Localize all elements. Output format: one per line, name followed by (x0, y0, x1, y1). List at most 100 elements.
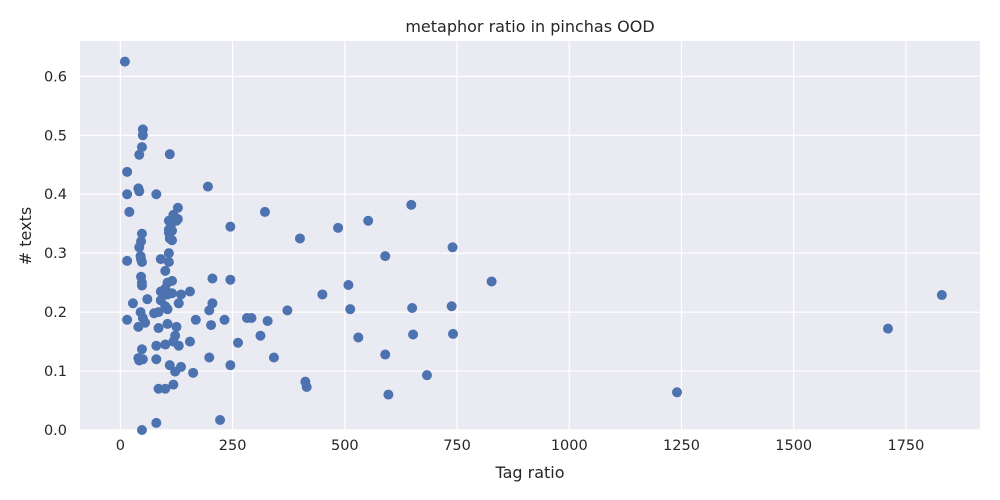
tick-labels: 0 250 500 750 1000 1250 1500 1750 0.0 0.1 0.2 0.3 0.… (44, 69, 924, 454)
data-points (119, 56, 947, 435)
y-tick-label: 0.5 (44, 128, 67, 144)
scatter-point (383, 389, 394, 400)
scatter-point (184, 286, 195, 297)
y-tick-label: 0.1 (44, 364, 67, 380)
scatter-point (206, 320, 217, 331)
scatter-point (672, 387, 683, 398)
y-axis-label: # texts (16, 207, 35, 265)
scatter-point (136, 425, 147, 435)
scatter-point (262, 315, 273, 326)
scatter-point (119, 56, 130, 67)
scatter-point (122, 255, 133, 266)
y-tick-label: 0.3 (44, 246, 67, 262)
scatter-point (268, 352, 279, 363)
scatter-point (353, 332, 364, 343)
scatter-point (255, 330, 266, 341)
x-tick-label: 500 (331, 438, 359, 454)
scatter-point (225, 274, 236, 285)
scatter-point (882, 323, 893, 334)
scatter-point (259, 206, 270, 217)
scatter-point (225, 221, 236, 232)
scatter-point (136, 142, 147, 153)
y-tick-label: 0.6 (44, 69, 67, 85)
scatter-point (486, 276, 497, 287)
scatter-point (167, 225, 178, 236)
scatter-point (168, 379, 179, 390)
scatter-point (408, 329, 419, 340)
scatter-point (136, 344, 147, 355)
scatter-point (184, 336, 195, 347)
scatter-point (317, 289, 328, 300)
scatter-point (151, 340, 162, 351)
scatter-point (142, 294, 153, 305)
scatter-point (233, 337, 244, 348)
scatter-point (936, 290, 947, 301)
scatter-point (380, 251, 391, 262)
scatter-point (134, 149, 145, 160)
chart-title: metaphor ratio in pinchas OOD (405, 17, 654, 36)
x-axis-label: Tag ratio (494, 463, 564, 482)
x-tick-label: 750 (443, 438, 471, 454)
scatter-point (207, 273, 218, 284)
x-tick-label: 1500 (775, 438, 812, 454)
scatter-point (175, 361, 186, 372)
scatter-point (225, 360, 236, 371)
scatter-point (333, 222, 344, 233)
scatter-point (172, 213, 183, 224)
scatter-point (207, 298, 218, 309)
scatter-point (155, 254, 166, 265)
scatter-point (421, 370, 432, 381)
x-tick-label: 1250 (663, 438, 700, 454)
scatter-point (133, 321, 144, 332)
scatter-point (172, 202, 183, 213)
scatter-point (122, 166, 133, 177)
scatter-point (134, 186, 145, 197)
scatter-point (301, 381, 312, 392)
scatter-point (134, 242, 145, 253)
scatter-point (136, 228, 147, 239)
scatter-point (202, 181, 213, 192)
scatter-point (162, 318, 173, 329)
scatter-point (136, 257, 147, 268)
scatter-point (160, 265, 171, 276)
scatter-point (380, 349, 391, 360)
scatter-point (124, 206, 135, 217)
scatter-point (122, 189, 133, 200)
scatter-point (294, 233, 305, 244)
scatter-point (163, 248, 174, 259)
scatter-point (160, 339, 171, 350)
scatter-point (153, 323, 164, 334)
scatter-point (448, 328, 459, 339)
scatter-point (407, 302, 418, 313)
scatter-point (153, 307, 164, 318)
scatter-point (173, 298, 184, 309)
x-tick-label: 0 (116, 438, 125, 454)
scatter-point (162, 304, 173, 315)
y-tick-label: 0.2 (44, 305, 67, 321)
scatter-point (137, 130, 148, 141)
scatter-point (160, 383, 171, 394)
scatter-point (136, 280, 147, 291)
scatter-point (446, 301, 457, 312)
scatter-point (151, 354, 162, 365)
grid-lines (80, 41, 980, 431)
scatter-point (122, 314, 133, 325)
scatter-point (151, 417, 162, 428)
scatter-point (167, 235, 178, 246)
scatter-point (171, 321, 182, 332)
scatter-point (447, 242, 458, 253)
scatter-point (219, 314, 230, 325)
scatter-point (406, 199, 417, 210)
scatter-point (167, 275, 178, 286)
scatter-point (175, 289, 186, 300)
scatter-point (215, 414, 226, 425)
scatter-point (167, 288, 178, 299)
scatter-point (190, 314, 201, 325)
scatter-point (363, 215, 374, 226)
y-tick-label: 0.0 (44, 423, 67, 439)
scatter-point (282, 305, 293, 316)
x-tick-label: 1750 (887, 438, 924, 454)
scatter-point (137, 354, 148, 365)
scatter-point (345, 304, 356, 315)
